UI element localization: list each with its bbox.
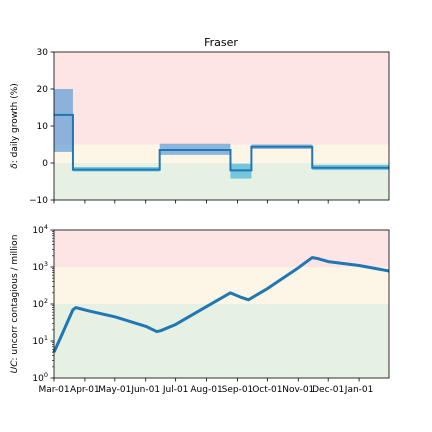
growth-y-tick-label: −10 [29, 196, 48, 206]
contagious-y-ticks: 100 101 102 103 104 [32, 223, 54, 384]
x-tick-label: Apr-01 [70, 385, 100, 395]
growth-y-tick-label: 20 [37, 85, 49, 95]
growth-plot: −10 0 10 20 30 δ: daily growth (%) [10, 48, 390, 206]
growth-y-axis-label: δ: daily growth (%) [10, 83, 20, 169]
growth-bands [54, 52, 389, 200]
x-tick-label: Dec-01 [312, 385, 344, 395]
growth-y-tick-label: 30 [37, 48, 49, 58]
x-tick-label: Mar-01 [38, 385, 69, 395]
contagious-line [52, 256, 390, 353]
x-tick-label: May-01 [98, 385, 131, 395]
contagious-y-tick-label: 102 [32, 297, 48, 310]
growth-band-0 [54, 52, 389, 145]
growth-x-ticks [53, 200, 360, 204]
growth-step-line [54, 113, 389, 172]
x-tick-label: Jul-01 [162, 385, 189, 395]
growth-y-tick-label: 10 [37, 122, 49, 132]
x-tick-label: Aug-01 [190, 385, 222, 395]
chart-title: Fraser [204, 36, 238, 49]
x-tick-label: Jan-01 [344, 385, 374, 395]
x-tick-label: Oct-01 [252, 385, 282, 395]
x-tick-label: Sep-01 [222, 385, 254, 395]
x-tick-label: Jun-01 [130, 385, 160, 395]
x-tick-label: Nov-01 [282, 385, 314, 395]
contagious-y-tick-label: 104 [32, 223, 48, 236]
contagious-y-axis-label: UC: uncorr contagious / million [10, 235, 20, 374]
contagious-bands [54, 230, 389, 378]
growth-y-tick-label: 0 [42, 159, 48, 169]
growth-y-ticks: −10 0 10 20 30 [29, 48, 54, 206]
contagious-y-tick-label: 100 [32, 371, 48, 384]
contagious-y-tick-label: 101 [32, 334, 48, 347]
contagious-y-tick-label: 103 [32, 260, 48, 273]
growth-ci-band [54, 89, 73, 152]
